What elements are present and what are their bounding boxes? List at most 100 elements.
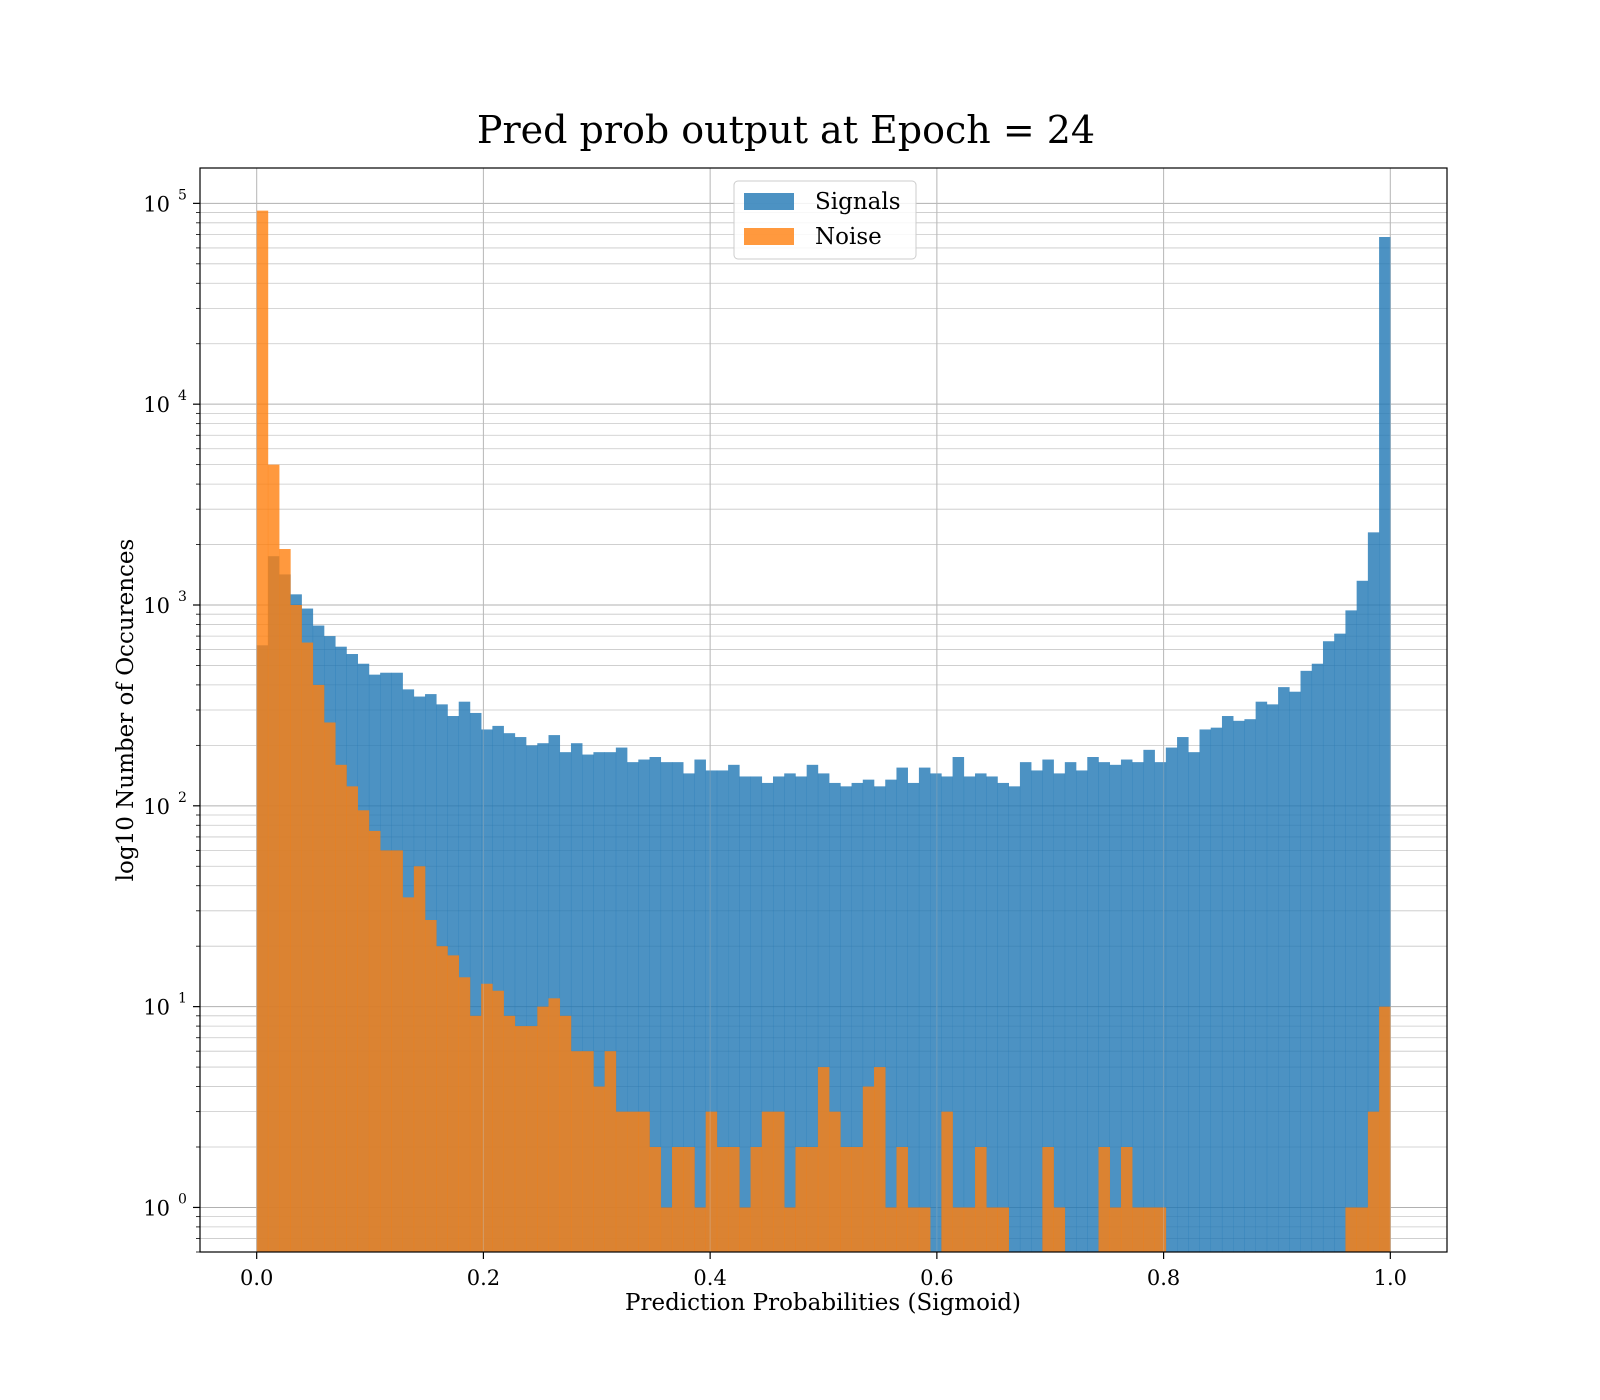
x-tick-label: 1.0 <box>1374 1266 1407 1290</box>
noise-bar <box>941 1111 953 1252</box>
signals-bar <box>694 759 706 1252</box>
noise-bar <box>1042 1146 1054 1252</box>
legend-swatch-noise <box>744 228 794 245</box>
noise-bar <box>795 1146 807 1252</box>
legend-label-signals: Signals <box>815 189 901 215</box>
noise-bar <box>851 1146 864 1252</box>
noise-bar <box>728 1146 740 1252</box>
signals-bar <box>671 762 684 1252</box>
signals-bar <box>1244 719 1256 1252</box>
chart-title: Pred prob output at Epoch = 24 <box>477 108 1095 152</box>
noise-bar <box>1345 1207 1357 1252</box>
noise-bar <box>806 1146 819 1252</box>
y-tick-label: 10 <box>143 192 170 216</box>
signals-bar <box>975 773 987 1252</box>
signals-bar <box>795 776 807 1252</box>
signals-bar <box>1233 720 1245 1252</box>
x-tick-label: 0.8 <box>1147 1266 1180 1290</box>
signals-bar <box>918 767 931 1252</box>
noise-bar <box>402 897 415 1252</box>
y-tick-exponent: 0 <box>178 1191 187 1207</box>
signals-bar <box>829 782 841 1252</box>
noise-bar <box>874 1067 886 1252</box>
noise-bar <box>526 1026 538 1252</box>
noise-bar <box>413 866 426 1252</box>
signals-bar <box>1143 749 1155 1252</box>
noise-bar <box>761 1111 774 1252</box>
signals-bar <box>492 725 504 1252</box>
signals-bar <box>1064 762 1077 1252</box>
noise-bar <box>425 920 437 1252</box>
x-tick-label: 0.0 <box>240 1266 273 1290</box>
noise-bar <box>1132 1207 1144 1252</box>
noise-bar <box>750 1146 763 1252</box>
signals-bar <box>1289 691 1301 1252</box>
legend-label-noise: Noise <box>815 224 882 250</box>
signals-bar <box>1098 762 1111 1252</box>
signals-bar <box>772 776 785 1252</box>
signals-bar <box>963 776 976 1252</box>
noise-bar <box>290 604 302 1252</box>
noise-bar <box>683 1146 695 1252</box>
x-tick-label: 0.6 <box>920 1266 953 1290</box>
noise-bar <box>492 990 504 1252</box>
noise-bar <box>1356 1207 1369 1252</box>
noise-bar <box>638 1111 650 1252</box>
signals-bar <box>548 735 561 1252</box>
signals-bar <box>1076 770 1088 1252</box>
noise-bar <box>862 1086 875 1252</box>
noise-bar <box>1379 1006 1391 1252</box>
signals-bar <box>907 782 920 1252</box>
legend-swatch-signals <box>744 193 794 210</box>
signals-bar <box>1120 759 1133 1252</box>
noise-bar <box>267 464 280 1252</box>
noise-bar <box>1143 1207 1155 1252</box>
x-axis-ticks: 0.0 0.2 0.4 0.6 0.8 1.0 <box>240 1252 1407 1290</box>
noise-bar <box>739 1207 751 1252</box>
y-tick-label: 10 <box>143 996 170 1020</box>
signals-bar <box>1311 663 1324 1252</box>
x-axis-label: Prediction Probabilities (Sigmoid) <box>625 1290 1021 1316</box>
noise-bar <box>256 210 269 1252</box>
noise-bar <box>469 1015 482 1252</box>
signals-bar <box>1367 532 1380 1252</box>
noise-bar <box>1109 1207 1122 1252</box>
signals-bar <box>885 779 897 1252</box>
signals-bar <box>1210 727 1223 1252</box>
signals-bar <box>1266 704 1279 1252</box>
noise-bar <box>952 1207 965 1252</box>
signals-bar <box>705 770 718 1252</box>
noise-bar <box>660 1207 673 1252</box>
signals-bar <box>649 757 662 1252</box>
y-tick-exponent: 1 <box>178 991 187 1007</box>
signals-bar <box>514 737 527 1252</box>
signals-bar <box>930 773 942 1252</box>
noise-bar <box>1120 1146 1133 1252</box>
noise-bar <box>380 850 392 1252</box>
signals-bar <box>840 786 852 1252</box>
noise-bar <box>716 1146 729 1252</box>
noise-bar <box>335 764 347 1252</box>
signals-bar <box>784 773 796 1252</box>
signals-bar <box>1188 752 1200 1252</box>
signals-bar <box>806 764 819 1252</box>
signals-bar <box>1322 641 1335 1252</box>
signals-bar <box>817 773 830 1252</box>
noise-bar <box>615 1111 628 1252</box>
signals-bar <box>1053 773 1066 1252</box>
y-tick-label: 10 <box>143 594 170 618</box>
noise-bar <box>301 642 314 1252</box>
noise-bar <box>357 810 370 1252</box>
noise-bar <box>772 1111 785 1252</box>
y-axis-ticks: 10 0 10 1 10 2 10 3 10 4 10 5 <box>143 187 200 1253</box>
noise-bar <box>346 786 358 1252</box>
signals-bar <box>1300 670 1313 1252</box>
signals-bar <box>986 776 998 1252</box>
y-tick-label: 10 <box>143 393 170 417</box>
signals-bar <box>997 782 1009 1252</box>
signals-bar <box>582 754 594 1252</box>
noise-bar <box>694 1207 706 1252</box>
signals-bar <box>1154 762 1167 1252</box>
noise-bar <box>649 1146 662 1252</box>
noise-bar <box>627 1111 639 1252</box>
